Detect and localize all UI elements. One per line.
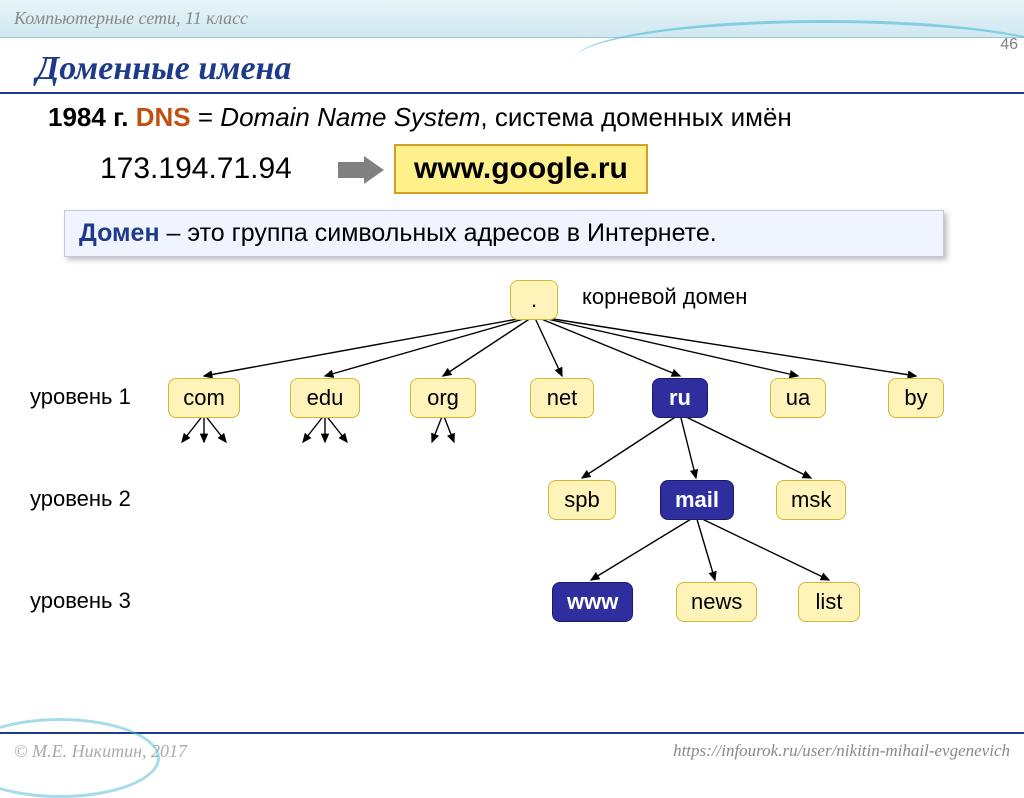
- slide-number: 46: [1000, 36, 1018, 54]
- tree-node-edu: edu: [290, 378, 360, 418]
- level-1-label: уровень 1: [30, 384, 131, 410]
- title-underline: [0, 92, 1024, 94]
- footer-url: https://infourok.ru/user/nikitin-mihail-…: [673, 741, 1010, 761]
- footer: © М.Е. Никитин, 2017 https://infourok.ru…: [0, 732, 1024, 768]
- tree-node-ru: ru: [652, 378, 708, 418]
- ip-address: 173.194.71.94: [100, 152, 292, 186]
- breadcrumb: Компьютерные сети, 11 класс: [14, 8, 248, 29]
- domain-tree: корневой домен уровень 1 уровень 2 урове…: [0, 270, 1024, 700]
- definition-term: Домен: [79, 219, 160, 247]
- definition-rest: – это группа символьных адресов в Интерн…: [160, 219, 717, 247]
- domain-example-box: www.google.ru: [394, 144, 648, 194]
- level-2-label: уровень 2: [30, 486, 131, 512]
- tree-node-list: list: [798, 582, 860, 622]
- root-domain-label: корневой домен: [582, 284, 747, 310]
- dns-translation: , система доменных имён: [480, 102, 791, 132]
- dns-abbr: DNS: [136, 102, 191, 132]
- page-title: Доменные имена: [36, 50, 291, 88]
- tree-node-msk: msk: [776, 480, 846, 520]
- tree-node-news: news: [676, 582, 757, 622]
- tree-node-net: net: [530, 378, 594, 418]
- dns-eq: =: [191, 102, 221, 132]
- tree-node-www: www: [552, 582, 633, 622]
- footer-decor-wave: [0, 718, 160, 798]
- tree-node-by: by: [888, 378, 944, 418]
- tree-node-mail: mail: [660, 480, 734, 520]
- tree-node-ua: ua: [770, 378, 826, 418]
- tree-node-com: com: [168, 378, 240, 418]
- dns-definition-line: 1984 г. DNS = Domain Name System, систем…: [48, 102, 792, 133]
- arrow-right-icon: [338, 156, 384, 184]
- dns-year: 1984 г.: [48, 102, 129, 132]
- level-3-label: уровень 3: [30, 588, 131, 614]
- header-decor-wave: [574, 20, 1024, 100]
- tree-node-org: org: [410, 378, 476, 418]
- tree-edges: [0, 270, 1024, 700]
- tree-node-spb: spb: [548, 480, 616, 520]
- tree-node-root: .: [510, 280, 558, 320]
- dns-expansion: Domain Name System: [220, 102, 480, 132]
- domain-definition-box: Домен – это группа символьных адресов в …: [64, 210, 944, 257]
